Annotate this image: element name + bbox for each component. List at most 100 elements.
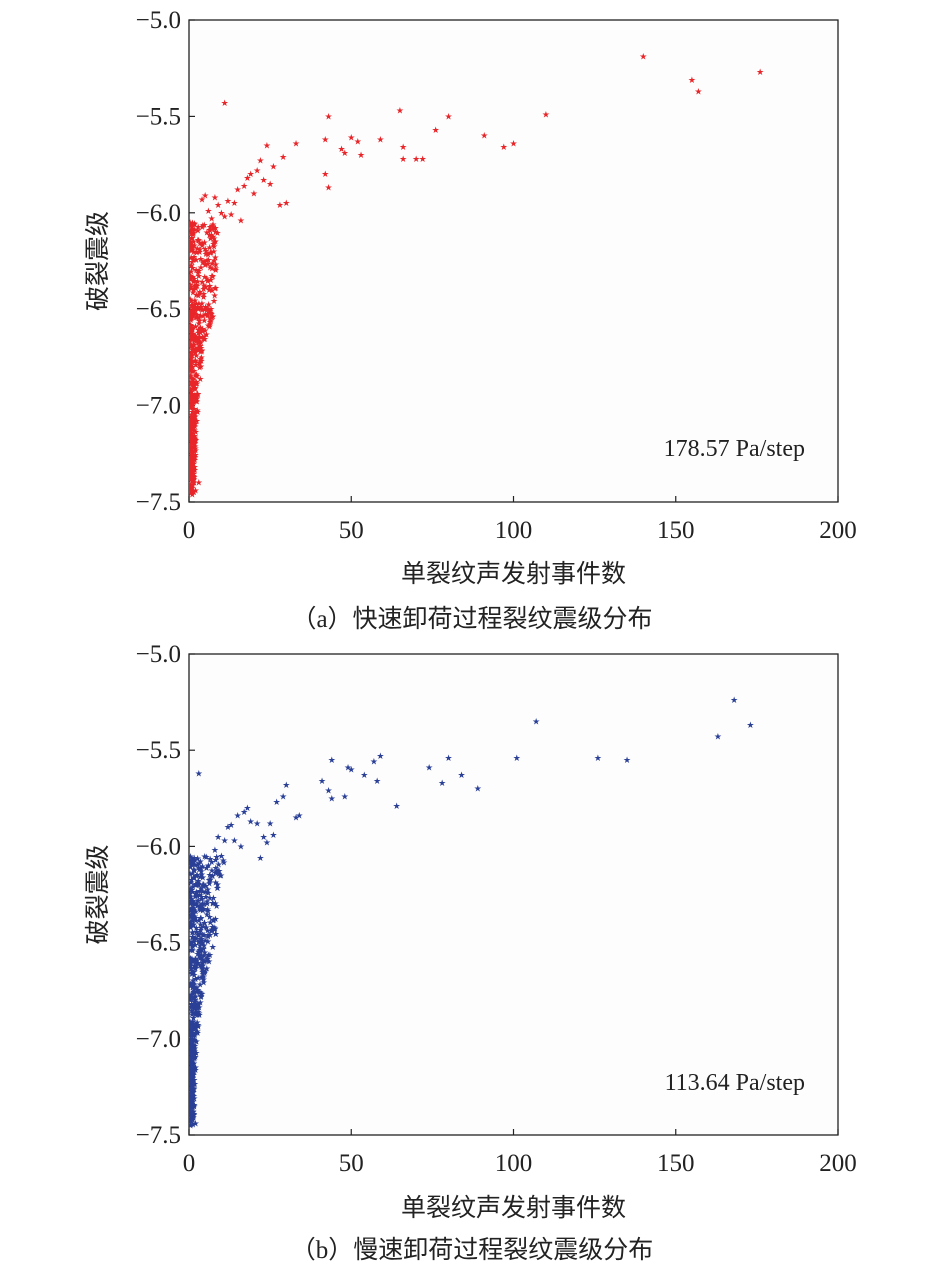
data-point: ★ (188, 938, 196, 948)
data-point: ★ (203, 954, 211, 964)
data-point: ★ (189, 1040, 197, 1050)
data-point: ★ (187, 386, 195, 396)
data-point: ★ (213, 901, 221, 911)
data-point: ★ (189, 932, 197, 942)
data-point: ★ (186, 379, 194, 389)
data-point: ★ (190, 487, 198, 497)
data-point: ★ (192, 377, 200, 387)
data-point: ★ (189, 1114, 197, 1124)
data-point: ★ (186, 959, 194, 969)
data-point: ★ (192, 913, 200, 923)
data-point: ★ (324, 786, 332, 796)
data-point: ★ (208, 264, 216, 274)
x-axis-title: 单裂纹声发射事件数 (401, 1194, 626, 1222)
data-point: ★ (187, 365, 195, 375)
data-point: ★ (203, 309, 211, 319)
data-point: ★ (186, 1021, 194, 1031)
data-point: ★ (189, 1067, 197, 1077)
data-point: ★ (292, 138, 300, 148)
data-point: ★ (186, 1052, 194, 1062)
data-point: ★ (191, 940, 199, 950)
data-point: ★ (200, 334, 208, 344)
data-point: ★ (191, 465, 199, 475)
data-point: ★ (192, 906, 200, 916)
data-point: ★ (188, 233, 196, 243)
data-point: ★ (196, 936, 204, 946)
data-point: ★ (189, 897, 197, 907)
data-point: ★ (188, 966, 196, 976)
data-point: ★ (199, 964, 207, 974)
data-point: ★ (191, 1021, 199, 1031)
data-point: ★ (197, 352, 205, 362)
data-point: ★ (276, 200, 284, 210)
data-point: ★ (191, 963, 199, 973)
data-point: ★ (194, 268, 202, 278)
data-point: ★ (189, 913, 197, 923)
data-point: ★ (188, 437, 196, 447)
data-point: ★ (208, 214, 216, 224)
data-point: ★ (328, 755, 336, 765)
data-point: ★ (337, 144, 345, 154)
data-point: ★ (341, 791, 349, 801)
data-point: ★ (199, 930, 207, 940)
data-point: ★ (188, 429, 196, 439)
data-point: ★ (189, 228, 197, 238)
y-tick-label: −6.5 (136, 930, 181, 957)
data-point: ★ (194, 389, 202, 399)
data-point: ★ (189, 1052, 197, 1062)
data-point: ★ (189, 1053, 197, 1063)
data-point: ★ (188, 940, 196, 950)
data-point: ★ (197, 939, 205, 949)
data-point: ★ (187, 328, 195, 338)
data-point: ★ (188, 423, 196, 433)
data-point: ★ (190, 1001, 198, 1011)
data-point: ★ (188, 436, 196, 446)
data-point: ★ (191, 1000, 199, 1010)
data-point: ★ (187, 274, 195, 284)
data-point: ★ (266, 818, 274, 828)
data-point: ★ (186, 1066, 194, 1076)
data-point: ★ (187, 315, 195, 325)
data-point: ★ (206, 234, 214, 244)
data-point: ★ (191, 438, 199, 448)
data-point: ★ (188, 956, 196, 966)
data-point: ★ (192, 299, 200, 309)
data-point: ★ (197, 361, 205, 371)
data-point: ★ (187, 394, 195, 404)
data-point: ★ (189, 303, 197, 313)
y-tick-label: −7.0 (136, 1026, 181, 1053)
data-point: ★ (186, 1017, 194, 1027)
data-point: ★ (197, 354, 205, 364)
data-point: ★ (191, 356, 199, 366)
data-point: ★ (188, 898, 196, 908)
data-point: ★ (189, 310, 197, 320)
data-point: ★ (201, 852, 209, 862)
data-point: ★ (190, 1080, 198, 1090)
data-point: ★ (187, 1054, 195, 1064)
data-point: ★ (212, 929, 220, 939)
data-point: ★ (186, 221, 194, 231)
data-point: ★ (186, 273, 194, 283)
data-point: ★ (189, 1058, 197, 1068)
data-point: ★ (324, 183, 332, 193)
data-point: ★ (206, 918, 214, 928)
data-point: ★ (197, 938, 205, 948)
data-point: ★ (187, 481, 195, 491)
data-point: ★ (190, 247, 198, 257)
data-point: ★ (200, 881, 208, 891)
data-point: ★ (205, 285, 213, 295)
data-point: ★ (187, 426, 195, 436)
rate-annotation: 178.57 Pa/step (664, 436, 805, 462)
data-point: ★ (194, 999, 202, 1009)
data-point: ★ (202, 892, 210, 902)
data-point: ★ (197, 302, 205, 312)
data-point: ★ (209, 271, 217, 281)
data-point: ★ (202, 302, 210, 312)
data-point: ★ (188, 483, 196, 493)
data-point: ★ (191, 425, 199, 435)
data-point: ★ (200, 918, 208, 928)
data-point: ★ (199, 332, 207, 342)
data-point: ★ (197, 863, 205, 873)
data-point: ★ (250, 189, 258, 199)
data-point: ★ (513, 753, 521, 763)
